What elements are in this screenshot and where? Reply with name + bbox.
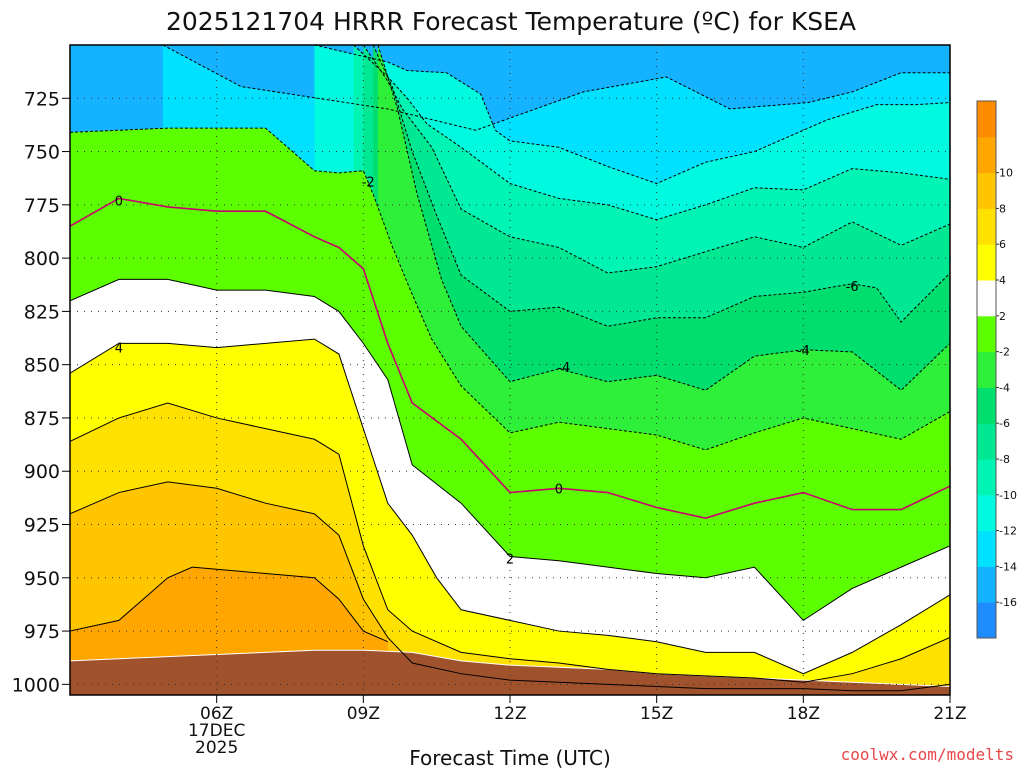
colorbar-swatch [977,244,996,281]
colorbar: -16 -14 -12 -10 -8 -6 -4 -2 2 4 6 8 10 [976,100,1017,639]
colorbar-swatch [977,530,996,567]
x-axis-label: Forecast Time (UTC) [409,746,611,768]
contour-label: 4 [115,342,123,357]
y-tick-label: 925 [24,515,60,537]
contour-line [70,566,388,643]
ground-terrain [70,649,950,695]
contour-labels: 0 -2 4 -4 0 2 -6 -4 [115,175,859,567]
y-tick-label: 950 [24,568,60,590]
plot-area [70,45,950,695]
contour-line [314,45,950,185]
y-tick-label: 725 [24,88,60,110]
colorbar-swatch [977,101,996,138]
colorbar-swatch [977,208,996,245]
contour-line [70,481,950,692]
contour-lines [70,45,950,692]
contour-line [353,45,950,221]
y-tick-label: 900 [24,461,60,483]
colorbar-swatch [977,315,996,353]
colorbar-label: 8 [999,202,1006,215]
contour-label: 0 [555,482,563,497]
contour-label: 2 [506,553,514,568]
colorbar-swatch [977,494,996,532]
contour-line [70,278,950,622]
contour-label: -4 [557,361,570,376]
x-tick-label: 09Z [347,704,380,724]
colorbar-swatch [977,351,996,388]
contour-line [70,338,950,675]
x-tick-date: 17DEC [188,721,245,741]
colorbar-swatch [977,172,996,209]
y-tick-label: 825 [24,301,60,323]
x-tick-label: 18Z [787,704,820,724]
contour-line [70,127,950,451]
colorbar-frame [976,100,997,639]
colorbar-swatch [977,602,996,639]
y-tick-label: 875 [24,408,60,430]
colorbar-label: -14 [999,560,1017,573]
contour-label: 0 [115,195,123,210]
colorbar-label: -6 [999,417,1010,430]
x-tick-label: 15Z [640,704,673,724]
colorbar-label: -12 [999,525,1017,538]
colorbar-label: 6 [999,238,1006,251]
x-tick-label: 12Z [493,704,526,724]
contour-label: -2 [362,175,375,190]
colorbar-label: -8 [999,453,1010,466]
y-tick-label: 750 [24,142,60,164]
x-tick-label: 06Z [200,704,233,724]
colorbar-swatch [977,387,996,424]
y-tick-label: 1000 [12,674,60,696]
x-tick-year: 2025 [195,738,238,758]
y-tick-label: 850 [24,355,60,377]
y-tick-label: 775 [24,195,60,217]
contour-label: -6 [846,280,859,295]
colorbar-swatch [977,566,996,603]
colorbar-label: -16 [999,596,1017,609]
contour-line [162,45,950,131]
colorbar-swatch [977,136,996,174]
y-tick-label: 800 [24,248,60,270]
colorbar-label: -10 [999,489,1017,502]
colorbar-label: 10 [999,167,1013,180]
y-tick-label: 975 [24,621,60,643]
contour-label: -4 [797,344,810,359]
colorbar-label: -4 [999,381,1010,394]
colorbar-swatch [977,459,996,496]
contour-line [362,45,950,274]
colorbar-swatch [977,280,996,317]
colorbar-swatch [977,423,996,460]
contour-line [70,197,950,519]
colorbar-label: 2 [999,310,1006,323]
colorbar-label: 4 [999,274,1006,287]
contour-line [70,402,950,683]
credit-text[interactable]: coolwx.com/modelts [841,745,1014,764]
x-tick-label: 21Z [933,704,966,724]
y-axis: 725 750 775 800 825 850 875 900 925 950 975 1000 [12,88,70,696]
chart-title: 2025121704 HRRR Forecast Temperature (ºC… [166,7,856,36]
colorbar-label: -2 [999,346,1010,359]
